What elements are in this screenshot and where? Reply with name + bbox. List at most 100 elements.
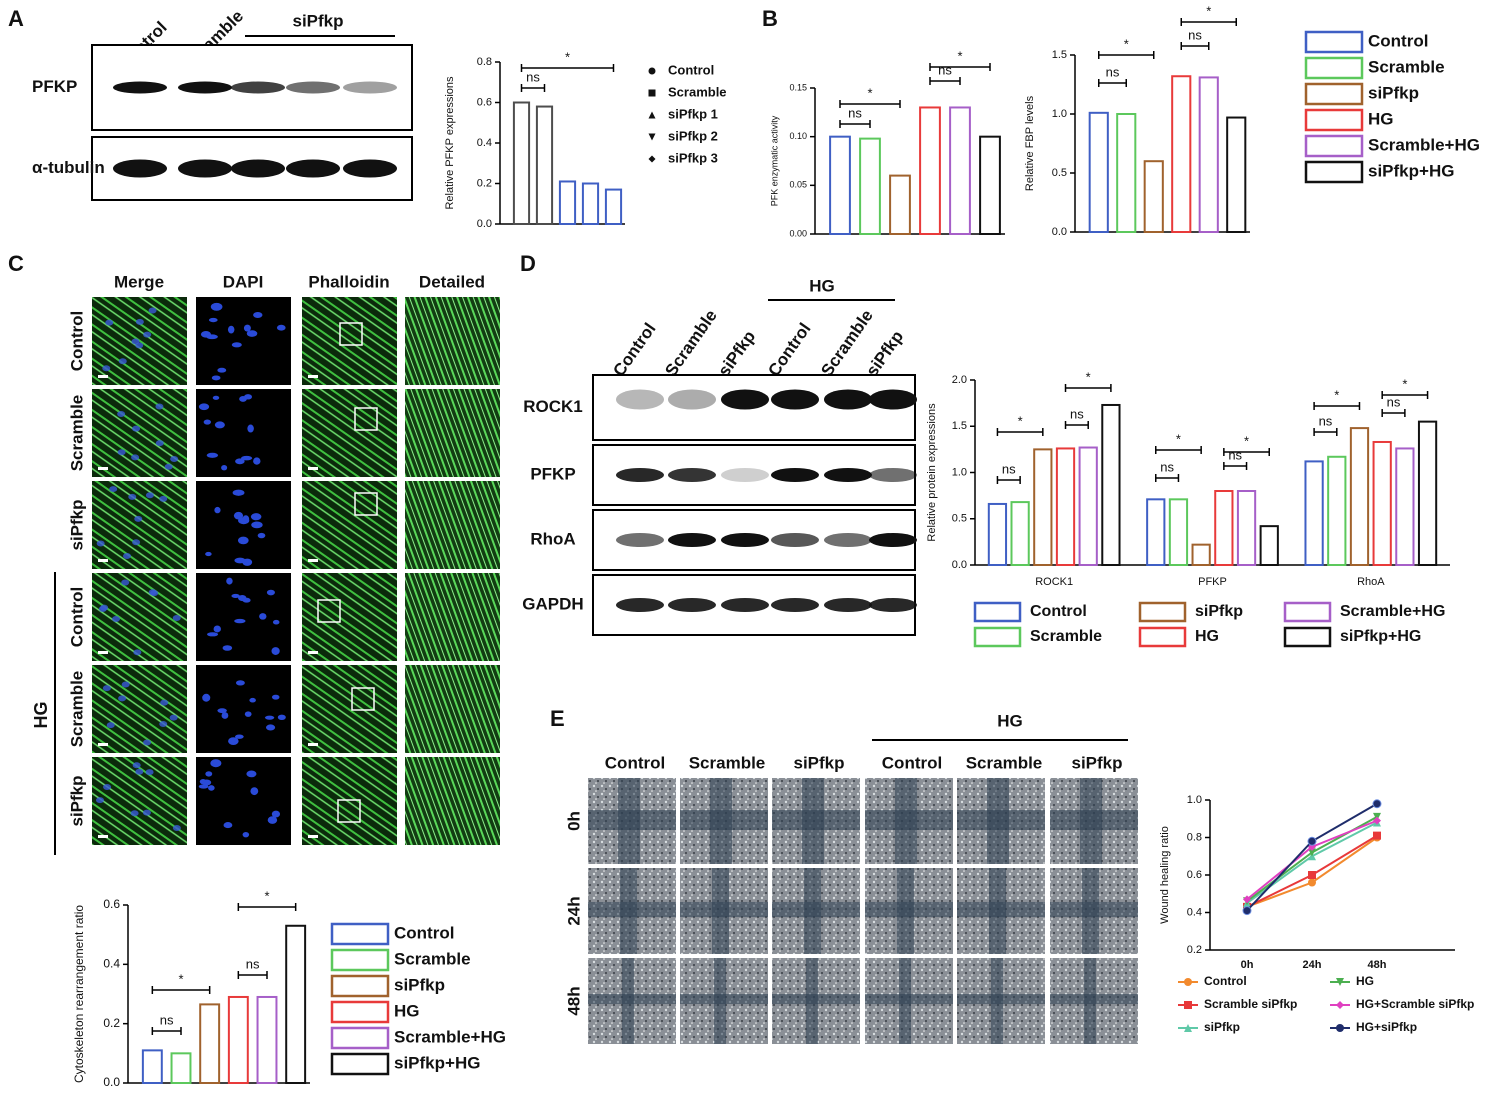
nucleus — [132, 762, 141, 769]
nucleus — [210, 302, 223, 311]
y-tick-label: 0.2 — [1187, 944, 1202, 956]
bar — [1417, 420, 1438, 566]
significance-label: * — [867, 85, 872, 100]
legend-label: HG — [394, 1001, 420, 1020]
y-tick-label: 0.05 — [789, 180, 807, 190]
nucleus — [217, 367, 227, 373]
bar — [1146, 498, 1166, 567]
bar — [1226, 116, 1247, 233]
bar — [889, 174, 911, 236]
bar — [535, 105, 554, 225]
zoom-box — [354, 492, 378, 516]
legend-label: Scramble+HG — [1368, 135, 1480, 154]
y-tick-label: 0.5 — [1052, 167, 1067, 179]
legend-label: siPfkp — [394, 975, 445, 994]
nucleus — [267, 816, 278, 824]
nucleus — [217, 708, 227, 714]
y-tick-label: 0.15 — [789, 82, 807, 92]
nucleus — [135, 318, 144, 325]
nucleus — [155, 440, 164, 447]
legend-swatch — [1304, 30, 1364, 54]
significance-label: * — [178, 971, 183, 986]
significance-label: ns — [1319, 413, 1333, 428]
legend-label: siPfkp 1 — [668, 106, 718, 121]
point — [1242, 906, 1252, 916]
bar — [1088, 111, 1109, 233]
legend-label: Control — [1030, 603, 1087, 620]
image — [302, 757, 397, 845]
column-header: Phalloidin — [308, 272, 389, 291]
y-tick-label: 1.0 — [1052, 108, 1067, 120]
image — [196, 665, 291, 753]
row-label: Control — [67, 311, 86, 371]
nucleus — [232, 489, 245, 496]
bar — [170, 1052, 192, 1085]
nucleus — [235, 680, 245, 686]
nucleus — [200, 331, 211, 338]
nucleus — [242, 831, 250, 838]
blot-row-label: α-tubulin — [32, 158, 105, 177]
panel-label: C — [8, 251, 24, 276]
nucleus — [231, 342, 242, 348]
legend-swatch — [1304, 108, 1364, 132]
image — [405, 297, 500, 385]
blot-band — [343, 81, 397, 94]
lane-label: Control — [609, 319, 659, 379]
significance-label: ns — [526, 69, 540, 84]
nucleus — [243, 324, 251, 332]
legend-label: siPfkp — [1195, 603, 1243, 620]
row-label: Scramble — [67, 395, 86, 472]
nucleus — [117, 411, 126, 418]
blot-band — [721, 389, 769, 410]
blot-row-label: ROCK1 — [523, 397, 583, 416]
nucleus — [112, 615, 121, 622]
nucleus — [265, 724, 276, 731]
image — [196, 389, 291, 477]
nucleus — [202, 779, 212, 786]
blot-row-label: PFKP — [32, 77, 77, 96]
blot-row-label: PFKP — [530, 464, 575, 483]
wound-gap — [957, 994, 1045, 1004]
group-label: HG — [997, 711, 1023, 730]
bar — [1349, 427, 1370, 566]
y-tick-label: 0.10 — [789, 131, 807, 141]
nucleus — [234, 618, 246, 624]
nucleus — [244, 711, 252, 717]
y-axis-label: Relative FBP levels — [1024, 95, 1036, 191]
row-label: siPfkp — [67, 499, 86, 550]
zoom-box — [354, 407, 378, 431]
legend-label: HG — [1368, 109, 1394, 128]
nucleus — [208, 785, 215, 791]
zoom-box — [339, 322, 363, 346]
y-tick-label: 0.4 — [1187, 906, 1202, 918]
column-header: siPfkp — [1071, 753, 1122, 772]
bar — [859, 137, 881, 235]
blot-band — [869, 468, 917, 482]
row-label: 24h — [564, 896, 583, 925]
group-label: HG — [31, 702, 51, 729]
column-header: Detailed — [419, 272, 485, 291]
image — [302, 481, 397, 569]
zoom-box — [351, 687, 375, 711]
blot-band — [113, 159, 167, 178]
nucleus — [249, 697, 256, 703]
nucleus — [242, 597, 251, 603]
nucleus — [172, 824, 181, 831]
lane-label: Scramble — [661, 306, 720, 380]
zoom-box — [337, 799, 361, 823]
nucleus — [205, 551, 212, 557]
y-axis-label: Cytoskeleton rearrangement ratio — [72, 905, 86, 1083]
nucleus — [132, 539, 141, 546]
row-label: 0h — [564, 811, 583, 831]
wound-gap — [588, 902, 676, 917]
nucleus — [211, 375, 221, 381]
blot-band — [869, 598, 917, 612]
nucleus — [253, 457, 261, 465]
bar — [1171, 75, 1192, 233]
nucleus — [210, 759, 222, 768]
image — [92, 573, 187, 661]
blot-band — [771, 598, 819, 612]
nucleus — [241, 455, 253, 461]
bar — [512, 101, 531, 225]
y-tick-label: 0.2 — [477, 177, 492, 189]
